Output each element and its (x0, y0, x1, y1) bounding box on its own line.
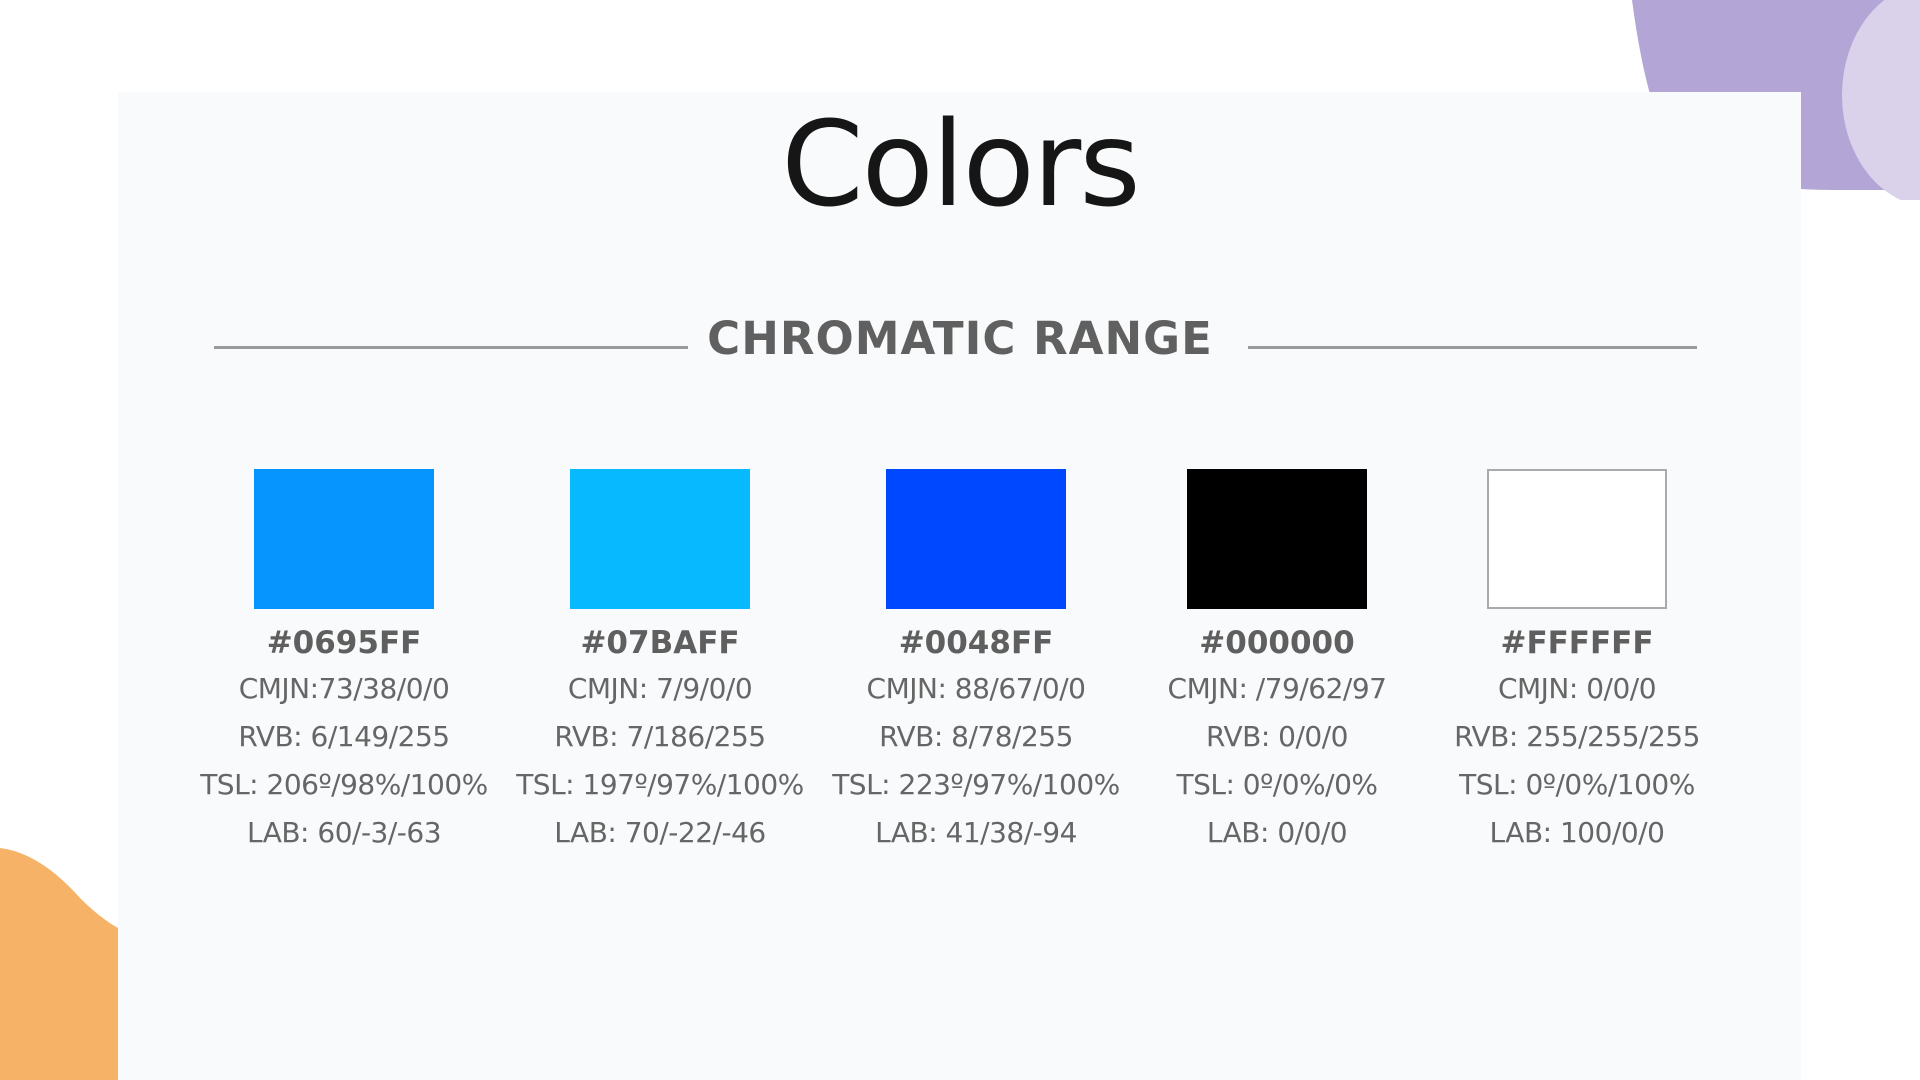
rvb-value: RVB: 0/0/0 (1206, 720, 1348, 753)
tsl-value: TSL: 206º/98%/100% (200, 768, 488, 801)
hex-code: #FFFFFF (1500, 625, 1654, 661)
lab-value: LAB: 0/0/0 (1206, 816, 1348, 849)
color-card: #07BAFF CMJN: 7/9/0/0 RVB: 7/186/255 TSL… (500, 469, 820, 857)
decorative-orange-shape (0, 848, 118, 1080)
decorative-lavender-blob (1842, 0, 1920, 200)
color-swatch (1187, 469, 1367, 609)
cmjn-value: CMJN: 0/0/0 (1497, 672, 1657, 705)
hex-code: #000000 (1199, 625, 1355, 661)
hex-code: #07BAFF (580, 625, 740, 661)
cmjn-value: CMJN: 7/9/0/0 (567, 672, 753, 705)
tsl-value: TSL: 223º/97%/100% (832, 768, 1120, 801)
tsl-value: TSL: 0º/0%/0% (1176, 768, 1378, 801)
color-card: #FFFFFF CMJN: 0/0/0 RVB: 255/255/255 TSL… (1417, 469, 1737, 857)
cmjn-value: CMJN: /79/62/97 (1167, 672, 1387, 705)
divider-left (214, 346, 688, 349)
color-swatch (886, 469, 1066, 609)
page-title: Colors (781, 95, 1141, 233)
cmjn-value: CMJN: 88/67/0/0 (866, 672, 1086, 705)
lab-value: LAB: 41/38/-94 (875, 816, 1077, 849)
rvb-value: RVB: 8/78/255 (879, 720, 1073, 753)
divider-right (1248, 346, 1697, 349)
color-swatch (254, 469, 434, 609)
rvb-value: RVB: 6/149/255 (238, 720, 450, 753)
lab-value: LAB: 70/-22/-46 (554, 816, 766, 849)
cmjn-value: CMJN:73/38/0/0 (238, 672, 450, 705)
color-card: #0695FF CMJN:73/38/0/0 RVB: 6/149/255 TS… (184, 469, 504, 857)
hex-code: #0695FF (266, 625, 422, 661)
rvb-value: RVB: 7/186/255 (554, 720, 766, 753)
color-swatch (570, 469, 750, 609)
section-heading: CHROMATIC RANGE (707, 312, 1213, 365)
lab-value: LAB: 60/-3/-63 (246, 816, 442, 849)
color-card: #000000 CMJN: /79/62/97 RVB: 0/0/0 TSL: … (1117, 469, 1437, 857)
color-card: #0048FF CMJN: 88/67/0/0 RVB: 8/78/255 TS… (816, 469, 1136, 857)
color-swatch (1487, 469, 1667, 609)
tsl-value: TSL: 0º/0%/100% (1459, 768, 1695, 801)
tsl-value: TSL: 197º/97%/100% (516, 768, 804, 801)
lab-value: LAB: 100/0/0 (1489, 816, 1665, 849)
hex-code: #0048FF (898, 625, 1054, 661)
rvb-value: RVB: 255/255/255 (1454, 720, 1700, 753)
